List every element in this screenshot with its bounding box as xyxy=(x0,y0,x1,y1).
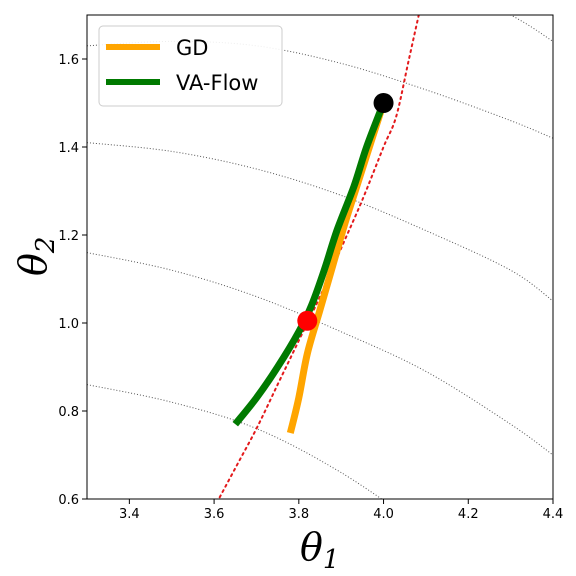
y-tick-label-3: 1.2 xyxy=(58,229,79,244)
contour-line-1 xyxy=(87,252,553,456)
y-axis-label-subscript: 2 xyxy=(31,237,61,255)
markers-layer xyxy=(297,93,394,331)
legend: GD VA-Flow xyxy=(98,25,283,107)
x-tick-label-0: 3.4 xyxy=(119,507,140,522)
x-axis-ticks: 3.4 3.6 3.8 4.0 4.2 4.4 xyxy=(119,499,563,522)
series-line-va-flow xyxy=(232,101,387,427)
x-axis-label: θ1 xyxy=(300,525,339,575)
x-axis-label-symbol: θ xyxy=(300,525,323,569)
legend-label-gd: GD xyxy=(176,36,208,60)
x-tick-label-1: 3.6 xyxy=(204,507,225,522)
marker-point-0 xyxy=(373,93,394,113)
reference-curve xyxy=(217,15,420,499)
y-axis-label: θ2 xyxy=(11,237,61,276)
series-layer xyxy=(217,15,420,499)
x-tick-label-3: 4.0 xyxy=(373,507,394,522)
y-tick-label-1: 0.8 xyxy=(58,405,79,420)
plot-frame xyxy=(86,14,554,500)
legend-label-va-flow: VA-Flow xyxy=(176,71,258,95)
y-tick-label-5: 1.6 xyxy=(58,53,79,68)
y-tick-label-0: 0.6 xyxy=(58,493,79,508)
x-tick-label-2: 3.8 xyxy=(288,507,309,522)
y-tick-label-2: 1.0 xyxy=(58,317,79,332)
marker-point-1 xyxy=(297,310,318,331)
x-tick-label-5: 4.4 xyxy=(543,507,564,522)
y-axis-ticks: 0.6 0.8 1.0 1.2 1.4 1.6 xyxy=(58,53,87,508)
y-axis-label-symbol: θ xyxy=(11,253,55,276)
x-tick-label-4: 4.2 xyxy=(458,507,479,522)
y-tick-label-4: 1.4 xyxy=(58,141,79,156)
x-axis-label-subscript: 1 xyxy=(323,545,340,575)
